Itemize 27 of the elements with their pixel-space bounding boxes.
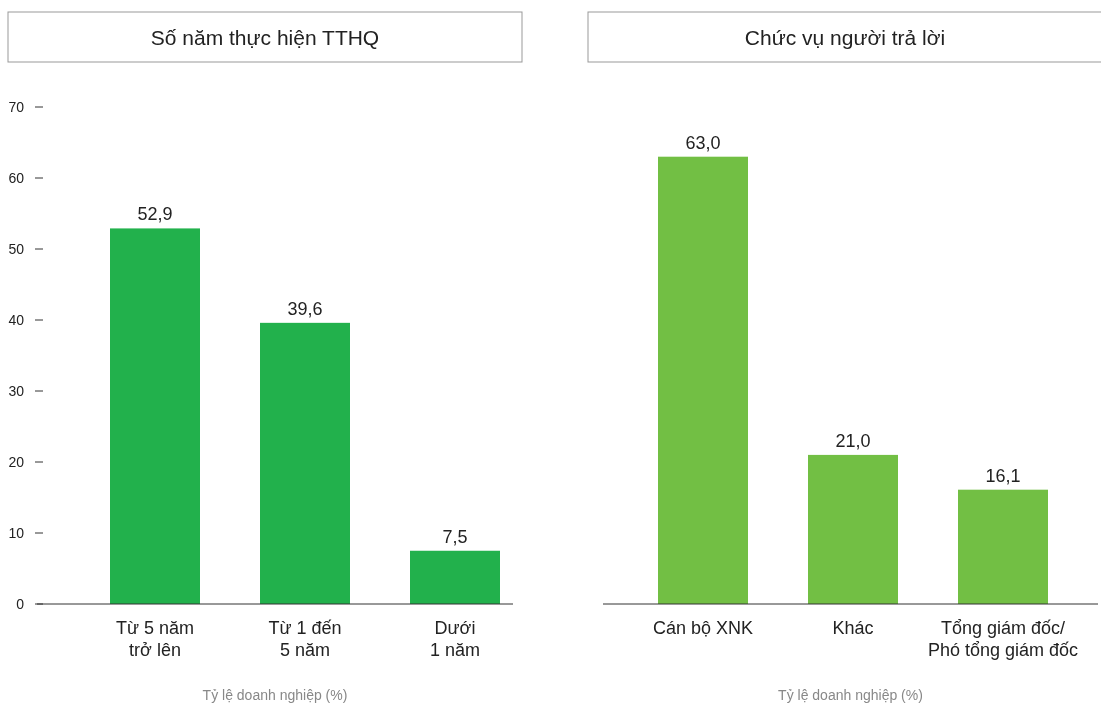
- bar: [110, 228, 200, 604]
- x-tick-label: Cán bộ XNK: [652, 618, 754, 638]
- chart-title: Số năm thực hiện TTHQ: [150, 26, 380, 49]
- y-tick-label: 40: [8, 312, 25, 328]
- y-tick-label: 50: [8, 241, 25, 257]
- x-tick-label: Từ 1 đến 5 năm: [268, 618, 342, 660]
- y-tick-label: 70: [8, 99, 25, 115]
- x-axis-title: Tỷ lệ doanh nghiệp (%): [778, 687, 923, 703]
- x-tick-label: Khác: [832, 618, 874, 638]
- data-label: 21,0: [835, 430, 871, 451]
- x-tick-label: Dưới 1 năm: [429, 618, 481, 660]
- chart-title: Chức vụ người trả lời: [744, 26, 946, 49]
- y-tick-label: 60: [8, 170, 25, 186]
- x-axis-title: Tỷ lệ doanh nghiệp (%): [202, 687, 348, 703]
- y-tick-label: 10: [8, 525, 25, 541]
- y-tick-label: 30: [8, 383, 25, 399]
- data-label: 16,1: [985, 465, 1021, 486]
- bar: [410, 550, 500, 604]
- data-label: 39,6: [287, 298, 323, 319]
- x-tick-label: Tổng giám đốc/ Phó tổng giám đốc: [927, 618, 1079, 660]
- data-label: 63,0: [685, 132, 721, 153]
- data-label: 7,5: [442, 526, 468, 547]
- x-tick-label: Từ 5 năm trở lên: [115, 618, 195, 660]
- y-tick-label: 0: [16, 596, 25, 612]
- bar: [260, 322, 350, 604]
- y-tick-label: 20: [8, 454, 25, 470]
- data-label: 52,9: [137, 204, 173, 225]
